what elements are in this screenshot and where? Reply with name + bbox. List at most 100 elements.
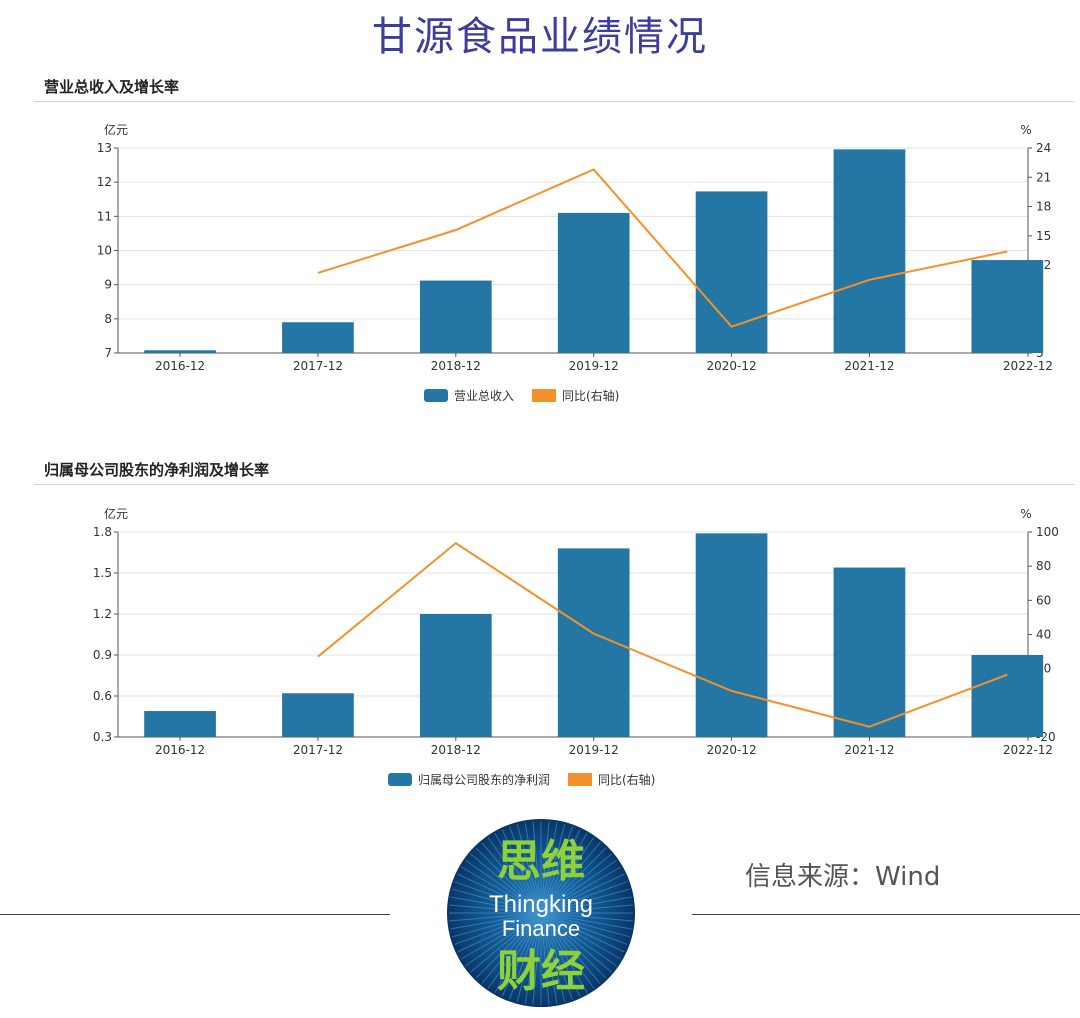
bar-2017-12	[282, 693, 354, 737]
logo-ray	[540, 847, 607, 914]
legend-swatch-line	[568, 773, 592, 786]
bar-2019-12	[557, 548, 630, 737]
logo-ray	[540, 896, 632, 914]
thinking-finance-logo: 思维 Thingking Finance 财经	[447, 819, 635, 1007]
x-tick-label: 2019-12	[569, 359, 619, 373]
bar-2022-12	[971, 260, 1044, 353]
logo-ray	[540, 912, 625, 953]
logo-ray	[516, 824, 542, 914]
revenue-chart: 789101112133691215182124亿元%2016-122017-1…	[97, 122, 1053, 403]
net-profit-chart: 0.30.60.91.21.51.8-20020406080100亿元%2016…	[93, 506, 1059, 787]
x-tick-label: 2022-12	[1003, 743, 1053, 757]
logo-ray	[540, 904, 633, 914]
logo-ray	[524, 912, 542, 1004]
x-tick-label: 2016-12	[155, 359, 205, 373]
logo-ray	[540, 829, 581, 914]
logo-text-4: 财经	[497, 946, 585, 997]
logo-ray	[540, 837, 595, 914]
x-tick-label: 2021-12	[844, 359, 894, 373]
y-tick-label: 0.9	[93, 648, 112, 662]
x-tick-label: 2016-12	[155, 743, 205, 757]
bar-2018-12	[419, 614, 492, 737]
logo-ray	[540, 873, 625, 914]
logo-ray	[487, 912, 542, 989]
logo-ray	[540, 912, 630, 938]
y-tick-label: 11	[97, 209, 112, 223]
y-tick-label: 0.3	[93, 730, 112, 744]
logo-ray	[461, 866, 542, 914]
logo-ray	[540, 912, 633, 922]
chart1-title: 营业总收入及增长率	[44, 78, 180, 96]
bar-2020-12	[695, 191, 768, 353]
logo-ray	[494, 912, 542, 993]
logo-ray	[540, 842, 601, 914]
bar-2017-12	[282, 322, 354, 353]
y-axis-unit: 亿元	[104, 122, 128, 137]
y-tick-label: 7	[104, 346, 112, 360]
logo-ray	[509, 912, 542, 1000]
x-tick-label: 2018-12	[431, 743, 481, 757]
logo-ray	[449, 912, 542, 922]
logo-ray	[494, 833, 542, 914]
x-tick-label: 2021-12	[844, 743, 894, 757]
y-tick-label: 8	[104, 312, 112, 326]
bar-2021-12	[833, 567, 906, 737]
logo-ray	[540, 833, 588, 914]
y2-axis-unit: %	[1020, 123, 1031, 137]
logo-ray	[457, 873, 542, 914]
logo-ray	[540, 912, 607, 979]
bar-2020-12	[695, 533, 768, 737]
logo-ray	[454, 881, 542, 914]
x-tick-label: 2017-12	[293, 359, 343, 373]
logo-ray	[540, 888, 630, 914]
chart2-divider	[34, 484, 1074, 485]
y2-tick-label: 60	[1036, 593, 1051, 607]
logo-ray	[449, 904, 542, 914]
footer-rule-left	[0, 914, 390, 915]
y2-tick-label: 18	[1036, 200, 1051, 214]
logo-ray	[450, 896, 542, 914]
y-tick-label: 13	[97, 141, 112, 155]
logo-ray	[532, 912, 542, 1005]
logo-ray	[540, 824, 566, 914]
logo-ray	[457, 912, 542, 953]
legend-swatch-line	[532, 389, 556, 402]
bar-2021-12	[833, 149, 906, 353]
source-text: 信息来源：Wind	[745, 862, 941, 892]
bar-2019-12	[557, 212, 630, 353]
logo-ray	[461, 912, 542, 960]
logo-ray	[540, 912, 566, 1002]
y2-tick-label: 15	[1036, 229, 1051, 243]
bar-2016-12	[144, 711, 216, 737]
y2-tick-label: 100	[1036, 525, 1059, 539]
y-tick-label: 1.2	[93, 607, 112, 621]
logo-ray	[481, 842, 542, 914]
chart2-title: 归属母公司股东的净利润及增长率	[44, 461, 270, 479]
logo-ray	[509, 826, 542, 914]
x-tick-label: 2017-12	[293, 743, 343, 757]
logo-ray	[524, 822, 542, 914]
x-tick-label: 2022-12	[1003, 359, 1053, 373]
logo-ray	[540, 821, 550, 914]
logo-ray	[540, 822, 558, 914]
y-tick-label: 10	[97, 244, 112, 258]
logo-ray	[540, 866, 621, 914]
logo-ray	[540, 912, 573, 1000]
legend-label-bar: 营业总收入	[454, 389, 514, 403]
logo-ray	[487, 837, 542, 914]
footer-rule-right	[692, 914, 1080, 915]
logo-text-1: 思维	[497, 836, 585, 887]
logo-ray	[540, 853, 612, 914]
logo-ray	[516, 912, 542, 1002]
y-tick-label: 0.6	[93, 689, 112, 703]
logo-ray	[454, 912, 542, 945]
bar-2022-12	[971, 655, 1044, 737]
logo-ray	[540, 912, 601, 984]
page-title: 甘源食品业绩情况	[372, 14, 708, 60]
y-tick-label: 9	[104, 278, 112, 292]
y2-tick-label: 40	[1036, 628, 1051, 642]
logo-ray	[481, 912, 542, 984]
logo-ray	[540, 912, 632, 930]
logo-ray	[452, 912, 542, 938]
y2-tick-label: 24	[1036, 141, 1051, 155]
